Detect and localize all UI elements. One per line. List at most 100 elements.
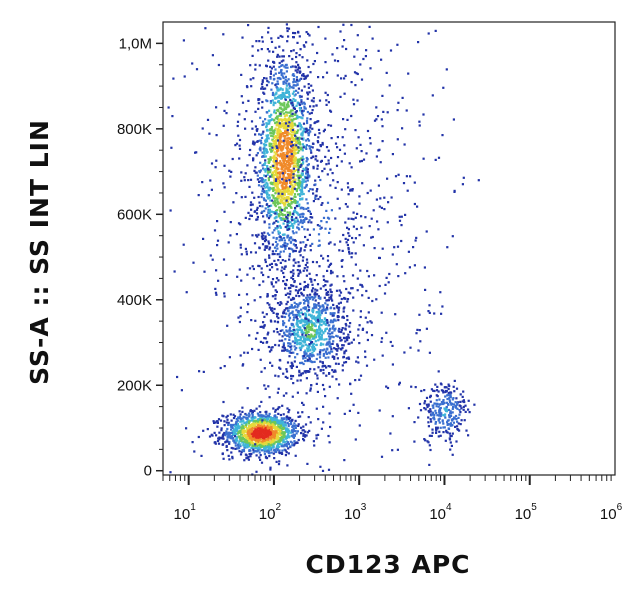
data-point — [272, 132, 275, 135]
data-point — [297, 438, 300, 442]
data-point — [274, 68, 277, 71]
data-point — [433, 413, 436, 417]
data-point — [265, 214, 269, 217]
data-point — [321, 349, 324, 352]
data-point — [449, 441, 452, 444]
data-point — [293, 422, 296, 425]
data-point — [292, 164, 295, 167]
data-point — [278, 224, 281, 227]
data-point — [239, 246, 242, 249]
data-point — [304, 337, 307, 340]
data-point — [195, 151, 198, 154]
data-point — [259, 441, 262, 444]
data-point — [279, 70, 283, 74]
data-point — [267, 205, 270, 209]
data-point — [264, 147, 267, 151]
data-point — [341, 346, 344, 350]
data-point — [312, 165, 315, 168]
data-point — [250, 432, 253, 435]
data-point — [340, 330, 343, 334]
data-point — [386, 177, 389, 180]
data-point — [317, 128, 321, 131]
data-point — [458, 413, 461, 416]
data-point — [317, 175, 320, 178]
data-point — [306, 97, 309, 100]
data-point — [369, 189, 372, 192]
data-point — [364, 216, 367, 219]
data-point — [255, 128, 258, 131]
data-point — [290, 118, 293, 121]
data-point — [435, 399, 438, 402]
data-point — [343, 337, 346, 340]
data-point — [296, 102, 299, 105]
data-point — [267, 208, 270, 211]
data-point — [274, 152, 278, 155]
data-point — [354, 237, 357, 240]
data-point — [258, 98, 261, 101]
data-point — [271, 146, 274, 149]
data-point — [328, 385, 331, 388]
data-point — [282, 146, 285, 150]
data-point — [269, 319, 272, 322]
data-point — [269, 166, 272, 169]
data-point — [272, 61, 275, 64]
data-point — [278, 71, 281, 74]
data-point — [307, 83, 310, 86]
data-point — [326, 303, 329, 306]
data-point — [284, 283, 287, 286]
data-point — [318, 315, 321, 318]
data-point — [257, 414, 260, 417]
data-point — [338, 289, 341, 292]
data-point — [299, 125, 302, 128]
data-point — [318, 224, 321, 227]
data-point — [261, 132, 264, 135]
data-point — [262, 234, 265, 237]
data-point — [315, 304, 318, 307]
data-point — [437, 370, 440, 373]
data-point — [296, 430, 299, 433]
data-point — [271, 295, 274, 298]
data-point — [439, 434, 442, 437]
data-point — [268, 196, 271, 199]
data-point — [297, 183, 300, 186]
data-point — [309, 321, 312, 324]
data-point — [312, 200, 315, 203]
data-point — [449, 395, 452, 398]
data-point — [261, 419, 264, 422]
data-point — [308, 91, 311, 94]
data-point — [269, 128, 272, 131]
data-point — [302, 138, 305, 141]
data-point — [451, 398, 454, 401]
data-point — [278, 449, 281, 452]
data-point — [208, 435, 212, 438]
data-point — [236, 275, 239, 278]
data-point — [378, 205, 381, 208]
data-point — [449, 424, 452, 427]
data-point — [398, 219, 402, 222]
data-point — [226, 324, 229, 327]
data-point — [290, 276, 293, 279]
data-point — [274, 249, 278, 252]
data-point — [260, 267, 263, 270]
data-point — [338, 306, 341, 309]
data-point — [257, 427, 260, 430]
data-point — [292, 219, 296, 222]
data-point — [288, 312, 291, 315]
data-point — [351, 236, 354, 240]
data-point — [289, 140, 292, 143]
data-point — [277, 129, 280, 132]
data-point — [303, 105, 306, 108]
data-point — [289, 365, 292, 368]
data-point — [396, 245, 400, 248]
data-point — [320, 254, 323, 257]
data-point — [328, 324, 331, 327]
data-point — [434, 409, 437, 412]
data-point — [269, 101, 272, 104]
data-point — [280, 60, 283, 63]
data-point — [264, 191, 267, 194]
data-point — [272, 176, 275, 179]
data-point — [446, 423, 449, 426]
data-point — [316, 164, 319, 167]
data-point — [298, 158, 302, 161]
